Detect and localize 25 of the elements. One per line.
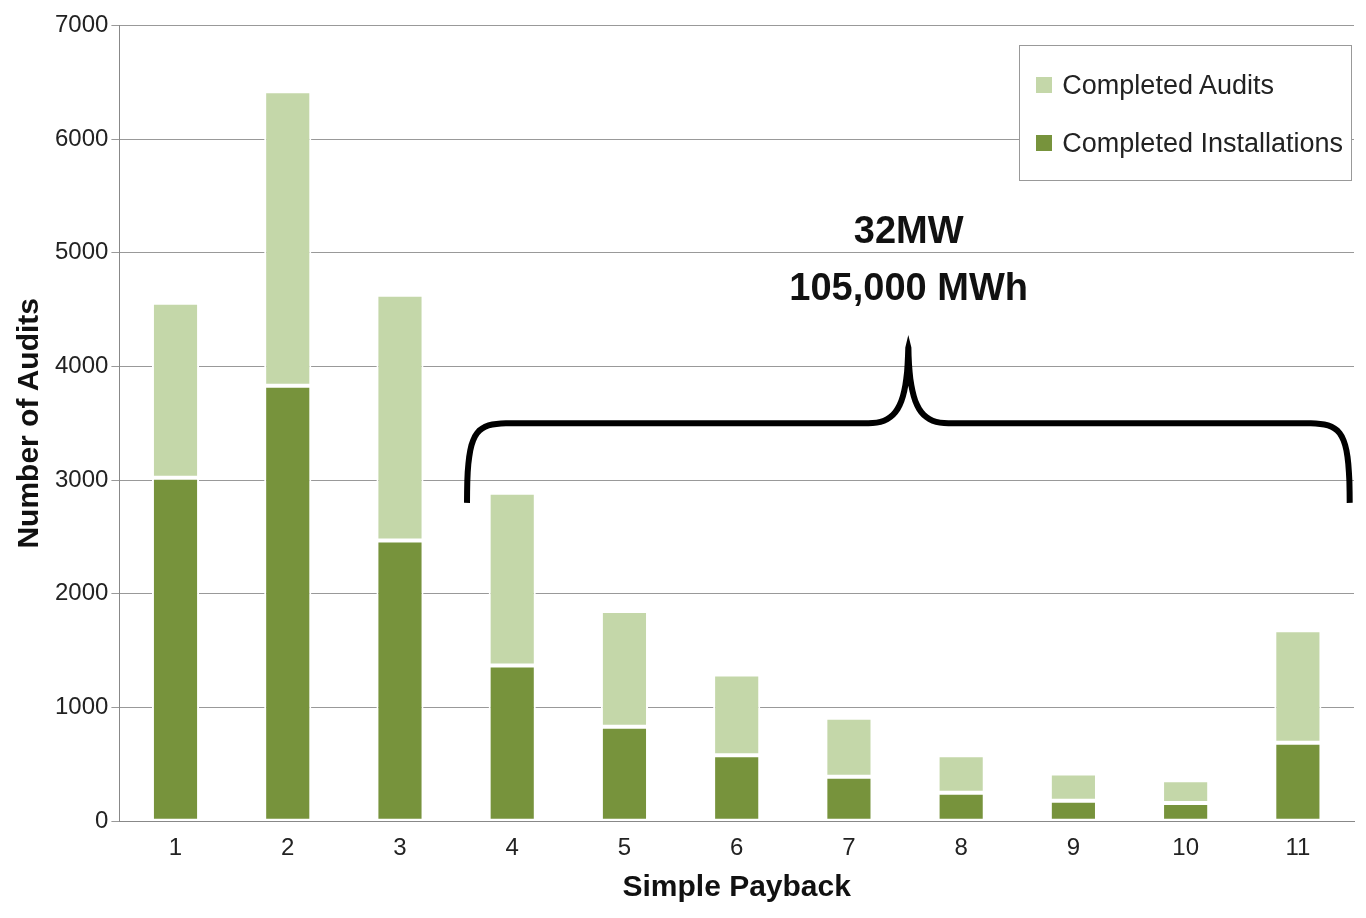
x-tick-label: 5 <box>617 833 632 861</box>
y-tick-label: 2000 <box>55 578 109 606</box>
x-axis-title: Simple Payback <box>622 869 852 903</box>
x-tick-label: 7 <box>842 833 856 861</box>
x-tick-label: 6 <box>730 833 744 861</box>
y-tick-label: 3000 <box>55 464 109 492</box>
y-tick-label: 5000 <box>55 237 109 265</box>
x-tick-label: 8 <box>954 833 968 861</box>
x-tick-label: 4 <box>505 833 519 861</box>
y-tick-label: 0 <box>95 805 109 833</box>
x-tick-label: 10 <box>1172 833 1199 861</box>
y-tick-label: 7000 <box>55 10 109 38</box>
y-tick-label: 1000 <box>55 692 109 720</box>
legend-label: Completed Audits <box>1062 69 1274 103</box>
x-tick-label: 9 <box>1066 833 1081 861</box>
annotation: 105,000 MWh <box>788 264 1029 309</box>
x-tick-label: 2 <box>281 833 295 861</box>
x-tick-label: 1 <box>168 833 183 861</box>
y-tick-label: 4000 <box>55 351 109 379</box>
annotation: 32MW <box>852 208 965 253</box>
y-axis-title: Number of Audits <box>11 298 45 549</box>
x-tick-label: 3 <box>393 833 407 861</box>
y-tick-label: 6000 <box>55 123 109 151</box>
legend-label: Completed Installations <box>1062 127 1343 161</box>
x-tick-label: 11 <box>1285 833 1311 861</box>
